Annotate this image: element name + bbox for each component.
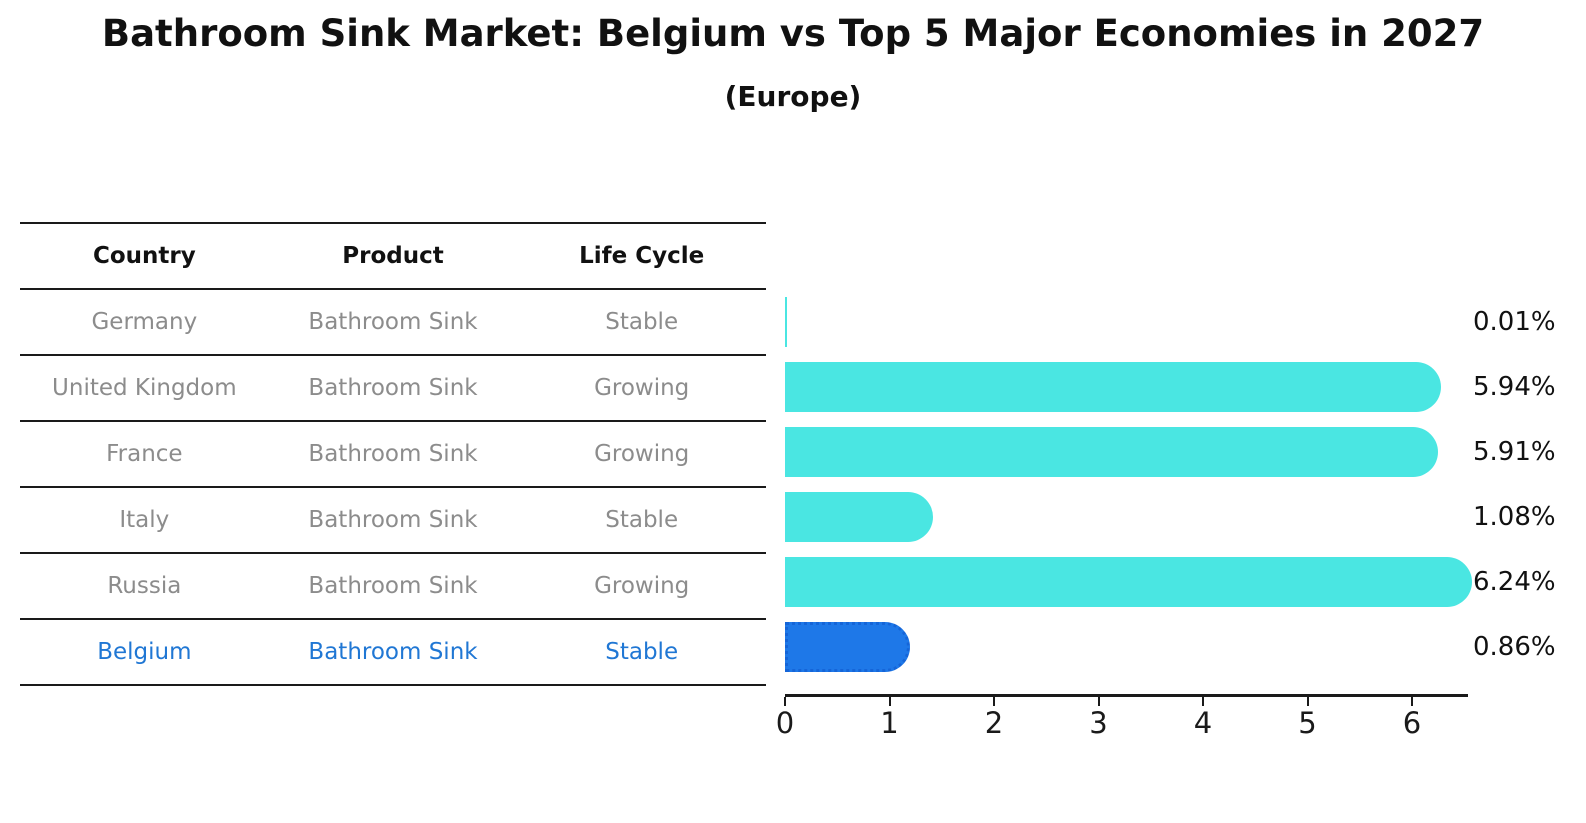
table-row-united-kingdom: United Kingdom Bathroom Sink Growing bbox=[20, 354, 766, 420]
bar-value-label-belgium: 0.86% bbox=[1473, 632, 1556, 662]
x-tick-mark bbox=[1202, 697, 1204, 706]
bar-belgium bbox=[785, 622, 910, 672]
chart-subtitle: (Europe) bbox=[724, 80, 862, 113]
country-cell: Italy bbox=[119, 507, 170, 533]
bar-value-label-france: 5.91% bbox=[1473, 437, 1556, 467]
bar-russia bbox=[785, 557, 1472, 607]
country-cell: United Kingdom bbox=[52, 375, 237, 401]
bar-value-label-united-kingdom: 5.94% bbox=[1473, 372, 1556, 402]
x-tick-label: 1 bbox=[880, 706, 899, 740]
country-cell: France bbox=[106, 441, 183, 467]
bar-value-label-germany: 0.01% bbox=[1473, 307, 1556, 337]
bar-value-label-russia: 6.24% bbox=[1473, 567, 1556, 597]
x-tick-label: 6 bbox=[1402, 706, 1422, 740]
x-tick-label: 5 bbox=[1298, 706, 1317, 740]
table-row-italy: Italy Bathroom Sink Stable bbox=[20, 486, 766, 552]
table-row-belgium: Belgium Bathroom Sink Stable bbox=[20, 618, 766, 686]
chart-title: Bathroom Sink Market: Belgium vs Top 5 M… bbox=[101, 12, 1485, 55]
product-cell: Bathroom Sink bbox=[308, 441, 478, 467]
x-tick-mark bbox=[1306, 697, 1309, 706]
x-axis-line bbox=[785, 694, 1468, 697]
country-cell: Belgium bbox=[97, 639, 192, 665]
x-tick-mark bbox=[1411, 697, 1413, 706]
product-cell: Bathroom Sink bbox=[308, 309, 478, 335]
x-tick-mark bbox=[888, 697, 891, 706]
data-table: Country Product Life Cycle Germany Bathroom … bbox=[20, 222, 766, 686]
table-header-country: Country bbox=[92, 243, 196, 269]
table-row-france: France Bathroom Sink Growing bbox=[20, 420, 766, 486]
bar-united-kingdom bbox=[785, 362, 1441, 412]
product-cell: Bathroom Sink bbox=[308, 639, 478, 665]
bar-value-label-italy: 1.08% bbox=[1473, 502, 1556, 532]
life-cycle-cell: Stable bbox=[605, 639, 679, 665]
product-cell: Bathroom Sink bbox=[308, 375, 478, 401]
x-tick-label: 4 bbox=[1193, 706, 1213, 740]
x-tick-mark bbox=[784, 697, 786, 706]
life-cycle-cell: Growing bbox=[594, 375, 690, 401]
life-cycle-cell: Stable bbox=[605, 309, 679, 335]
product-cell: Bathroom Sink bbox=[308, 573, 478, 599]
table-header-row: Country Product Life Cycle bbox=[20, 222, 766, 288]
bar-italy bbox=[785, 492, 933, 542]
table-row-russia: Russia Bathroom Sink Growing bbox=[20, 552, 766, 618]
life-cycle-cell: Growing bbox=[594, 441, 690, 467]
life-cycle-cell: Growing bbox=[594, 573, 690, 599]
x-tick-mark bbox=[993, 697, 995, 706]
life-cycle-cell: Stable bbox=[605, 507, 679, 533]
country-cell: Germany bbox=[91, 309, 198, 335]
x-tick-label: 0 bbox=[775, 706, 795, 740]
x-tick-label: 2 bbox=[984, 706, 1004, 740]
table-header-life-cycle: Life Cycle bbox=[579, 243, 705, 269]
bar-plot bbox=[785, 290, 1475, 680]
table-header-product: Product bbox=[342, 243, 444, 269]
x-tick-mark bbox=[1097, 697, 1100, 706]
table-row-germany: Germany Bathroom Sink Stable bbox=[20, 288, 766, 354]
bar-france bbox=[785, 427, 1438, 477]
country-cell: Russia bbox=[107, 573, 182, 599]
bar-germany bbox=[785, 297, 787, 347]
product-cell: Bathroom Sink bbox=[308, 507, 478, 533]
x-tick-label: 3 bbox=[1089, 706, 1108, 740]
